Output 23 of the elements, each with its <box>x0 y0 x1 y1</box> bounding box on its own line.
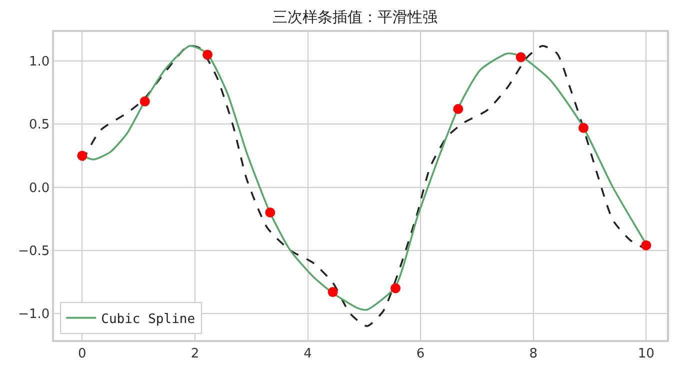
point <box>390 283 401 294</box>
point <box>328 287 338 298</box>
x-tick-label: 4 <box>304 346 312 362</box>
point <box>202 50 212 60</box>
legend-label: Cubic Spline <box>101 312 196 327</box>
y-tick-label: −1.0 <box>18 307 50 322</box>
point <box>641 240 652 250</box>
y-tick-label: −0.5 <box>18 244 50 259</box>
point <box>77 150 88 161</box>
point <box>140 96 150 106</box>
point <box>265 208 276 218</box>
chart-title: 三次样条插值：平滑性强 <box>272 8 438 26</box>
x-tick-label: 2 <box>190 346 200 362</box>
y-tick-label: 1.0 <box>28 54 50 70</box>
y-tick-label: 0.5 <box>28 118 50 133</box>
x-tick-label: 6 <box>416 346 425 362</box>
point <box>516 52 526 62</box>
y-tick-label: 0.0 <box>28 180 50 196</box>
point <box>578 122 588 133</box>
point <box>453 104 464 114</box>
x-tick-label: 8 <box>529 346 538 362</box>
x-tick-label: 0 <box>78 346 86 362</box>
x-tick-label: 10 <box>638 346 654 362</box>
